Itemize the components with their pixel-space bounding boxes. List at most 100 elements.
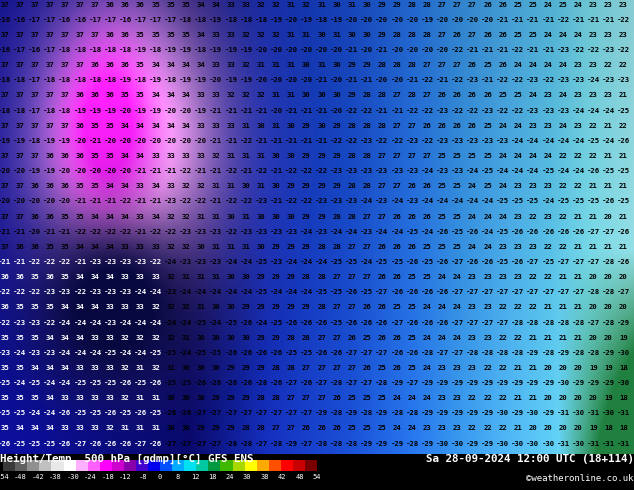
Text: -26: -26 (511, 259, 524, 265)
Text: -19: -19 (134, 107, 147, 114)
Text: 34: 34 (60, 365, 69, 371)
Text: -27: -27 (164, 441, 177, 446)
Text: -24: -24 (134, 350, 147, 356)
Text: 35: 35 (0, 395, 9, 401)
Text: 32: 32 (121, 365, 130, 371)
Text: 19: 19 (604, 365, 612, 371)
Text: 31: 31 (197, 214, 205, 220)
Text: 37: 37 (15, 183, 24, 189)
Text: -31: -31 (557, 441, 569, 446)
Text: -22: -22 (43, 319, 56, 325)
Text: -18: -18 (89, 77, 101, 83)
Text: -28: -28 (345, 441, 358, 446)
Text: 33: 33 (136, 304, 145, 310)
Text: 34: 34 (15, 425, 24, 432)
Text: -24: -24 (209, 289, 223, 295)
Text: 35: 35 (15, 365, 24, 371)
Text: -23: -23 (28, 350, 41, 356)
Text: 28: 28 (302, 335, 311, 341)
Text: -27: -27 (617, 289, 630, 295)
Text: -26: -26 (58, 410, 72, 416)
Text: -23: -23 (375, 168, 389, 174)
Text: 36: 36 (106, 32, 115, 38)
Text: -20: -20 (360, 47, 373, 53)
Text: 21: 21 (574, 214, 583, 220)
Text: 23: 23 (498, 244, 507, 250)
Text: -26: -26 (315, 319, 328, 325)
Text: -22: -22 (0, 289, 11, 295)
Text: -23: -23 (119, 259, 132, 265)
Text: -21: -21 (526, 17, 540, 23)
Text: 34: 34 (106, 244, 115, 250)
Text: -25: -25 (557, 198, 569, 204)
Text: 33: 33 (151, 244, 160, 250)
Text: 35: 35 (136, 62, 145, 68)
Text: -31: -31 (602, 441, 615, 446)
Text: 35: 35 (166, 32, 175, 38)
Text: -22: -22 (103, 229, 117, 235)
Text: 28: 28 (392, 32, 401, 38)
Text: -30: -30 (436, 441, 449, 446)
Text: -21: -21 (496, 47, 509, 53)
Text: -24: -24 (496, 168, 509, 174)
Text: 35: 35 (166, 1, 175, 7)
Text: 33: 33 (181, 153, 190, 159)
Text: 26: 26 (377, 244, 386, 250)
Text: -18: -18 (74, 47, 87, 53)
Text: -20: -20 (179, 107, 192, 114)
Text: 22: 22 (619, 122, 628, 129)
Text: -27: -27 (391, 319, 404, 325)
Text: 42: 42 (278, 474, 287, 480)
Text: -23: -23 (391, 168, 404, 174)
Text: -27: -27 (572, 259, 585, 265)
Text: 37: 37 (46, 62, 54, 68)
Text: 29: 29 (242, 365, 250, 371)
Text: -26: -26 (194, 380, 207, 386)
Text: -19: -19 (330, 17, 343, 23)
Text: -20: -20 (300, 47, 313, 53)
Text: -21: -21 (209, 107, 223, 114)
Text: 25: 25 (408, 335, 417, 341)
Text: 32: 32 (257, 93, 266, 98)
Text: -24: -24 (84, 474, 97, 480)
Text: -26: -26 (420, 289, 434, 295)
Text: 23: 23 (453, 395, 462, 401)
Text: 34: 34 (136, 153, 145, 159)
Text: -24: -24 (360, 198, 373, 204)
Text: -26: -26 (406, 350, 418, 356)
Text: 24: 24 (423, 395, 432, 401)
Text: 34: 34 (197, 32, 205, 38)
Text: -17: -17 (164, 17, 177, 23)
Text: -21: -21 (526, 47, 540, 53)
Text: -18: -18 (179, 17, 192, 23)
Text: -24: -24 (526, 168, 540, 174)
Text: 31: 31 (287, 1, 295, 7)
Text: -26: -26 (285, 319, 298, 325)
Text: -18: -18 (58, 77, 72, 83)
Text: -25: -25 (481, 168, 494, 174)
Text: -24: -24 (557, 168, 569, 174)
Text: -24: -24 (13, 350, 26, 356)
Text: 36: 36 (46, 183, 54, 189)
Text: 22: 22 (468, 425, 477, 432)
Text: 29: 29 (392, 1, 401, 7)
Text: -42: -42 (32, 474, 44, 480)
Text: -26: -26 (436, 229, 449, 235)
Text: 29: 29 (347, 93, 356, 98)
Text: 30: 30 (212, 365, 220, 371)
Text: 20: 20 (589, 335, 598, 341)
Text: 23: 23 (574, 93, 583, 98)
Text: -26: -26 (103, 410, 117, 416)
Text: 30: 30 (181, 365, 190, 371)
Text: -28: -28 (602, 319, 615, 325)
Text: -25: -25 (496, 259, 509, 265)
Text: -27: -27 (572, 289, 585, 295)
Text: 20: 20 (604, 214, 612, 220)
Text: 27: 27 (438, 62, 447, 68)
Text: -25: -25 (179, 380, 192, 386)
Text: 25: 25 (392, 304, 401, 310)
Text: 30: 30 (347, 32, 356, 38)
Text: -20: -20 (330, 107, 343, 114)
Text: -20: -20 (391, 17, 404, 23)
Text: 22: 22 (498, 304, 507, 310)
